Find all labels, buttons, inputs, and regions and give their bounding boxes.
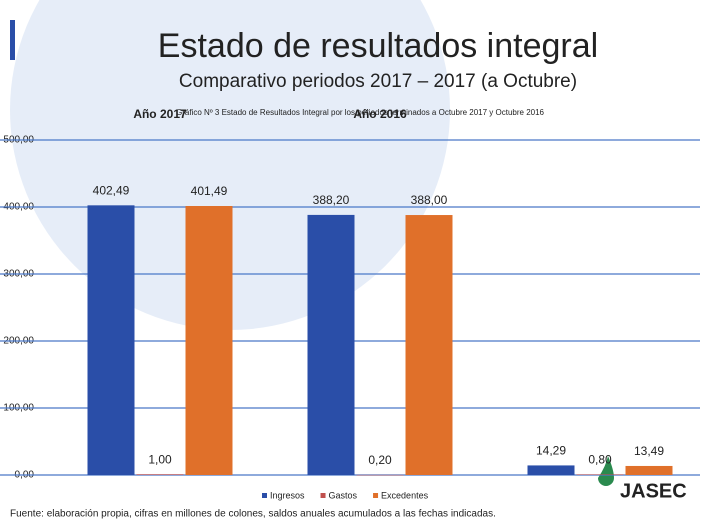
logo-icon — [598, 456, 614, 486]
legend-swatch — [373, 493, 379, 498]
bar — [625, 465, 673, 475]
footer: Fuente: elaboración propia, cifras en mi… — [10, 509, 496, 520]
data-label: 388,20 — [313, 193, 350, 207]
bar — [136, 474, 184, 475]
bar — [87, 205, 135, 475]
bar — [307, 214, 355, 475]
data-label: 14,29 — [536, 444, 566, 458]
subtitle: Comparativo periodos 2017 – 2017 (a Octu… — [179, 71, 577, 92]
data-label: 0,80 — [588, 453, 612, 467]
legend-swatch — [262, 493, 267, 498]
data-label: 13,49 — [634, 444, 664, 458]
bar — [405, 215, 453, 476]
bar — [356, 474, 404, 476]
data-label: 388,00 — [411, 193, 448, 207]
category-label: Año 2017 — [133, 107, 187, 121]
legend-label: Ingresos — [270, 490, 305, 500]
bar — [576, 474, 624, 475]
logo: JASEC — [620, 480, 687, 502]
chart-caption: Gráfico Nº 3 Estado de Resultados Integr… — [176, 108, 545, 117]
bar — [185, 206, 233, 475]
title: Estado de resultados integral — [158, 27, 598, 65]
data-label: 1,00 — [148, 453, 172, 467]
bar — [527, 465, 575, 475]
data-label: 402,49 — [93, 184, 130, 198]
legend-swatch — [320, 493, 326, 498]
category-label: Año 2016 — [353, 107, 407, 121]
decor-bar — [10, 20, 15, 60]
data-label: 401,49 — [191, 184, 228, 198]
legend-label: Excedentes — [381, 490, 429, 500]
data-label: 0,20 — [368, 453, 392, 467]
legend-label: Gastos — [329, 490, 358, 500]
